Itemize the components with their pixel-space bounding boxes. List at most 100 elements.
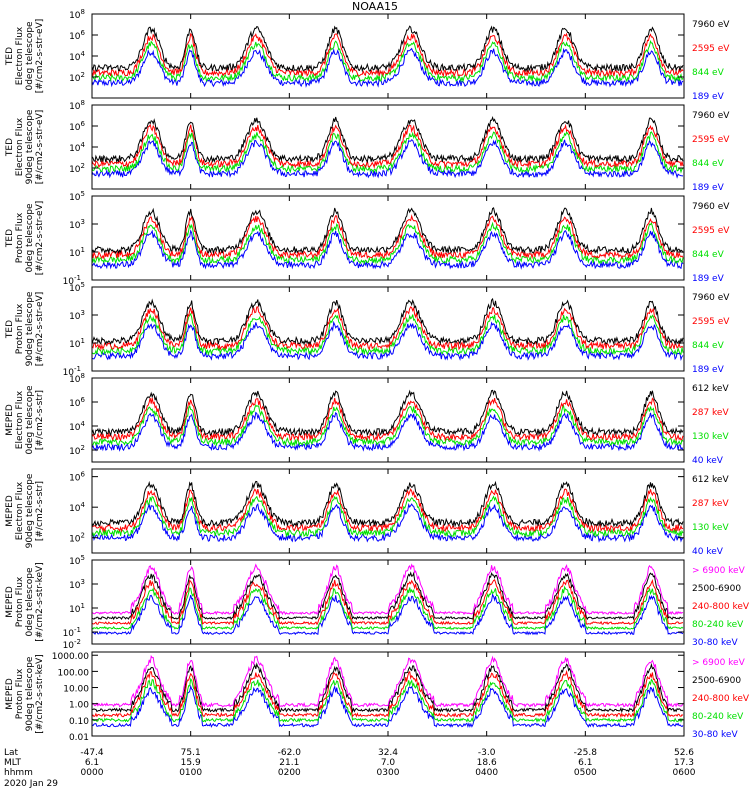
panel-1: 102 104 106 108 TED Electron Flux 0deg telesco… — [5, 8, 730, 102]
legend-entry: 7960 eV — [692, 20, 730, 30]
y-axis-label: TED — [5, 320, 15, 339]
y-tick-label: 104 — [69, 501, 85, 514]
y-tick-label: 0.01 — [69, 733, 89, 743]
panel-frame — [91, 377, 685, 463]
series-80-240-kev — [92, 677, 684, 724]
series-7960-ev — [92, 116, 684, 164]
y-tick-label: 10-2 — [63, 638, 81, 651]
y-tick-label: 103 — [69, 309, 85, 322]
legend-entry: > 6900 keV — [692, 566, 746, 576]
y-axis-label: Proton Flux — [15, 576, 25, 627]
y-axis-label: TED — [5, 138, 15, 157]
x-tick-label: 21.1 — [279, 758, 299, 768]
series--6900-kev — [92, 563, 684, 616]
series-189-ev — [92, 229, 684, 270]
y-axis-label: 90deg telescope — [25, 656, 35, 731]
x-tick-label: -25.8 — [574, 748, 598, 758]
panel-frame — [91, 13, 685, 99]
y-tick-label: 103 — [69, 578, 85, 591]
y-tick-label: 1000.00 — [52, 652, 89, 662]
x-tick-label: -62.0 — [278, 748, 302, 758]
y-axis-label: MEPED — [5, 495, 15, 527]
x-row-label: Lat — [4, 748, 19, 758]
y-axis-label: TED — [5, 229, 15, 248]
x-tick-label: 17.3 — [674, 758, 694, 768]
y-tick-label: 100.00 — [58, 668, 90, 678]
panel-6: 102 104 106 MEPED Electron Flux 90deg telesco… — [5, 468, 729, 557]
x-tick-label: 18.6 — [477, 758, 497, 768]
series-612-kev — [92, 480, 684, 528]
y-axis-label: MEPED — [5, 678, 15, 710]
x-tick-label: 0500 — [574, 768, 597, 778]
legend-entry: 612 keV — [692, 384, 729, 394]
y-axis-label: 90deg telescope — [25, 109, 35, 184]
x-tick-label: 0200 — [278, 768, 301, 778]
y-tick-label: 101 — [69, 246, 85, 259]
series-287-kev — [92, 488, 684, 533]
legend-entry: 130 keV — [692, 523, 729, 533]
y-tick-label: 0.10 — [69, 717, 89, 727]
series-40-kev — [92, 502, 684, 543]
series-844-ev — [92, 40, 684, 84]
legend-entry: 30-80 keV — [692, 638, 738, 648]
legend-entry: 2595 eV — [692, 226, 730, 236]
legend-entry: > 6900 keV — [692, 658, 746, 668]
legend-entry: 80-240 keV — [692, 712, 744, 722]
y-axis-label: 0deg telescope — [25, 567, 35, 637]
y-tick-label: 101 — [69, 337, 85, 350]
series-2500-6900 — [92, 662, 684, 714]
legend-entry: 189 eV — [692, 183, 725, 193]
y-axis-label: Electron Flux — [15, 481, 25, 540]
y-tick-label: 108 — [69, 8, 85, 21]
y-tick-label: 104 — [69, 141, 85, 154]
y-axis-label: TED — [5, 47, 15, 66]
series-7960-ev — [92, 297, 684, 346]
y-tick-label: 105 — [69, 554, 85, 567]
y-axis-label: Electron Flux — [15, 26, 25, 85]
legend-entry: 7960 eV — [692, 111, 730, 121]
panel-frame — [91, 468, 685, 554]
y-tick-label: 106 — [69, 29, 85, 42]
chart-title: NOAA15 — [351, 0, 399, 13]
y-tick-label: 106 — [69, 120, 85, 133]
y-tick-label: 1.00 — [69, 701, 89, 711]
y-axis-label: [#/cm2-s-str-eV] — [35, 19, 45, 94]
y-axis-label: MEPED — [5, 586, 15, 618]
x-row-label: MLT — [4, 758, 22, 768]
legend-entry: 189 eV — [692, 365, 725, 375]
y-tick-label: 102 — [69, 71, 85, 84]
series-240-800-kev — [92, 669, 684, 719]
y-tick-label: 101 — [69, 602, 85, 615]
legend-entry: 844 eV — [692, 68, 725, 78]
y-axis-label: [#/cm2-s-str] — [35, 481, 45, 541]
x-tick-label: -47.4 — [80, 748, 104, 758]
x-tick-label: 0300 — [377, 768, 400, 778]
legend-entry: 40 keV — [692, 547, 724, 557]
y-axis-label: MEPED — [5, 404, 15, 436]
legend-entry: 844 eV — [692, 250, 725, 260]
y-axis-label: [#/cm2-s-str-keV] — [35, 562, 45, 641]
series-189-ev — [92, 320, 684, 362]
series-7960-ev — [92, 207, 684, 255]
x-tick-label: 0600 — [673, 768, 696, 778]
legend-entry: 189 eV — [692, 92, 725, 102]
y-tick-label: 102 — [69, 162, 85, 175]
series--6900-kev — [92, 655, 684, 708]
y-tick-label: 104 — [69, 50, 85, 63]
series-844-ev — [92, 221, 684, 265]
y-tick-label: 103 — [69, 218, 85, 231]
legend-entry: 240-800 keV — [692, 694, 750, 704]
legend-entry: 2595 eV — [692, 135, 730, 145]
legend-entry: 287 keV — [692, 408, 729, 418]
y-axis-label: [#/cm2-s-str-eV] — [35, 292, 45, 367]
y-axis-label: [#/cm2-s-str] — [35, 390, 45, 450]
series-189-ev — [92, 47, 684, 88]
series-844-ev — [92, 130, 684, 174]
legend-entry: 2500-6900 — [692, 676, 741, 686]
x-tick-label: 75.1 — [181, 748, 201, 758]
series-2595-ev — [92, 306, 684, 351]
